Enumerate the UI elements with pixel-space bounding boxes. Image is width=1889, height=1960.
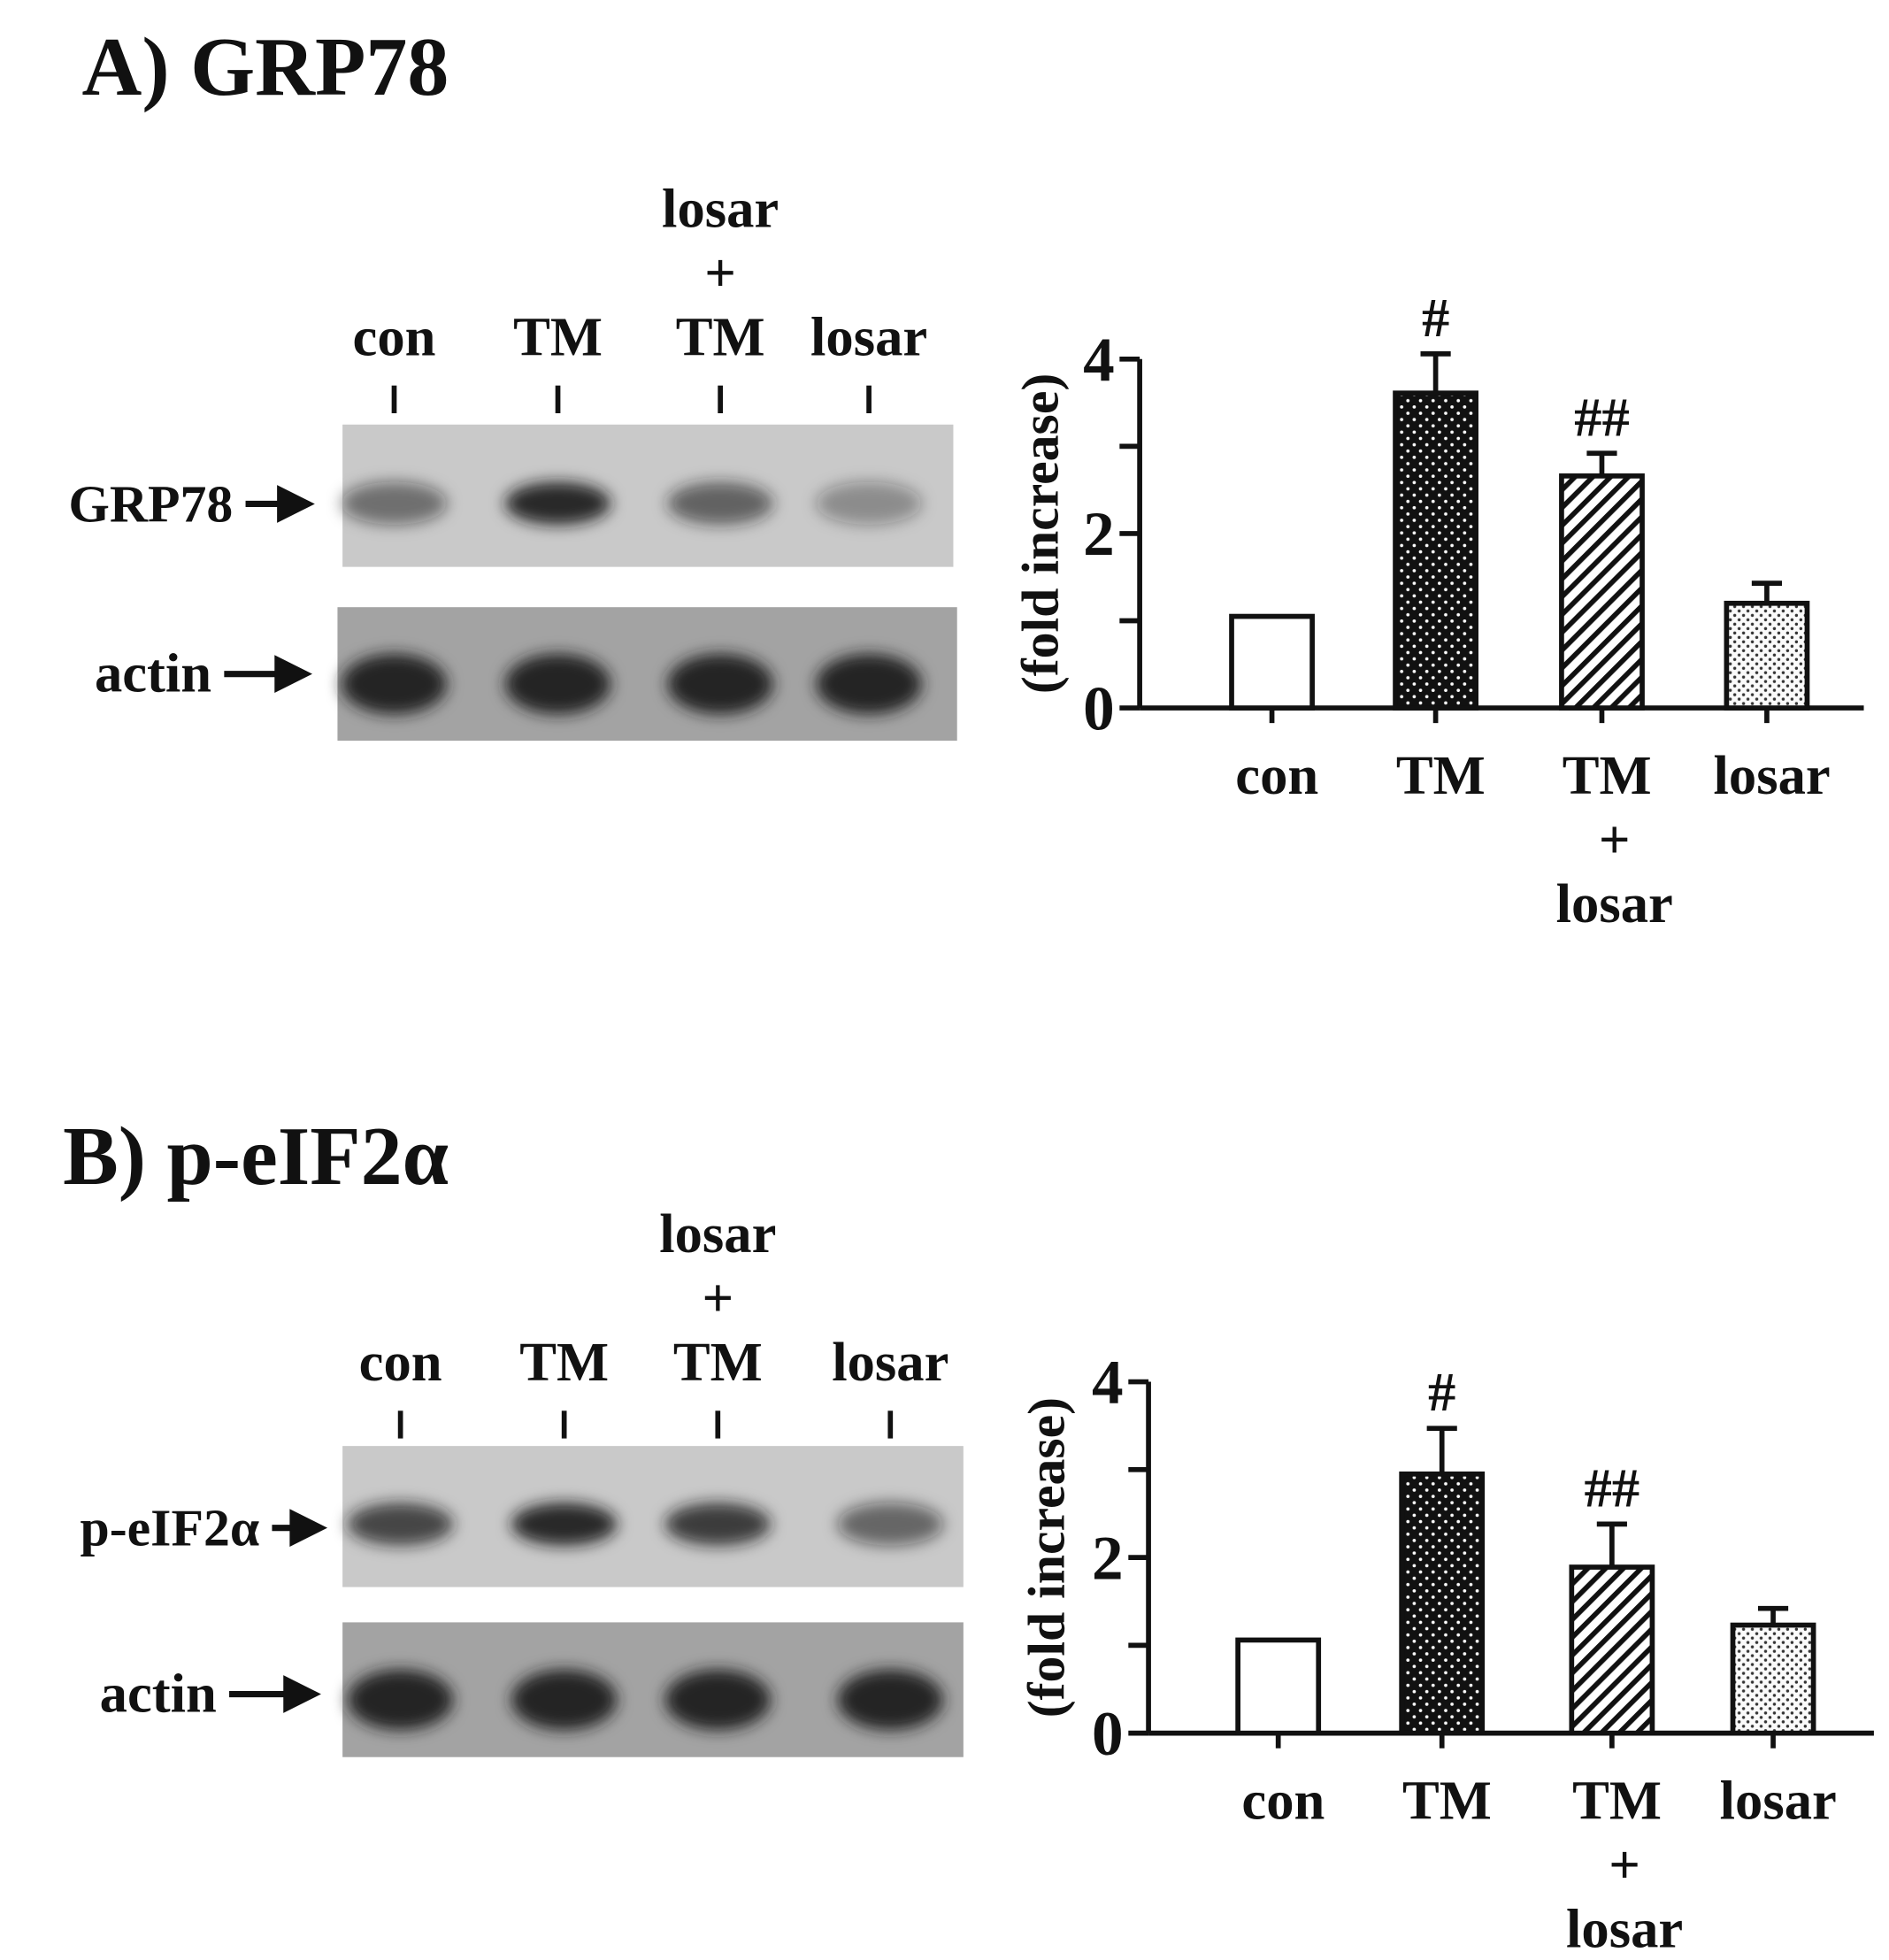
lane-label: + [702, 1267, 733, 1329]
bar [1229, 613, 1315, 711]
lane-label: + [704, 242, 736, 304]
blot-band [667, 653, 773, 715]
x-tick-label: TM [1396, 744, 1486, 806]
error-bar [1586, 450, 1617, 476]
significance-mark: ## [1585, 1457, 1640, 1518]
y-tick-label: 4 [1083, 326, 1115, 395]
bar [1235, 1637, 1322, 1736]
lane-label: losar [662, 177, 779, 239]
blot-band [511, 1503, 618, 1546]
lane-label: TM [676, 306, 765, 368]
band-label: actin [100, 1662, 217, 1724]
lane-label: losar [832, 1331, 948, 1393]
arrow-head [283, 1675, 321, 1713]
y-tick-label: 2 [1092, 1524, 1124, 1593]
error-bar [1757, 1605, 1789, 1626]
x-tick-label: con [1235, 744, 1318, 806]
blot-band [664, 1669, 772, 1731]
lane-label: TM [673, 1331, 763, 1393]
arrow-head [289, 1509, 328, 1547]
panel-title: B) p-eIF2α [63, 1111, 449, 1203]
panel-title: A) GRP78 [82, 21, 449, 113]
y-axis-label: (fold increase) [1011, 373, 1070, 694]
bar [1569, 1564, 1655, 1736]
x-tick-label: TM [1402, 1769, 1492, 1831]
significance-mark: # [1428, 1361, 1455, 1423]
blot-band [511, 1669, 618, 1731]
blot-band [664, 1503, 772, 1546]
blot-band [504, 653, 611, 715]
error-bar [1596, 1521, 1627, 1568]
blot-band [816, 481, 922, 525]
lane-label: losar [810, 306, 927, 368]
bar [1730, 1622, 1816, 1736]
band-label: GRP78 [68, 474, 233, 533]
lane-label: losar [659, 1203, 776, 1264]
x-tick-label: + [1609, 1833, 1640, 1895]
lane-label: con [353, 306, 436, 368]
x-tick-label: losar [1566, 1898, 1683, 1960]
blot-band [341, 481, 448, 525]
significance-mark: ## [1574, 386, 1630, 448]
bar [1724, 600, 1810, 711]
bar [1393, 390, 1478, 711]
x-tick-label: TM [1572, 1769, 1662, 1831]
bar [1399, 1471, 1486, 1736]
x-tick-label: + [1599, 808, 1631, 870]
x-tick-label: TM [1563, 744, 1652, 806]
y-axis-label: (fold increase) [1017, 1397, 1076, 1718]
error-bar [1426, 1426, 1457, 1474]
arrow-head [274, 655, 312, 693]
blot-band [816, 653, 922, 715]
blot-band [504, 481, 611, 525]
y-tick-label: 2 [1083, 500, 1115, 569]
blot-band [837, 1669, 944, 1731]
significance-mark: # [1422, 287, 1449, 349]
lane-label: con [359, 1331, 442, 1393]
band-label: actin [95, 642, 211, 704]
bar [1559, 473, 1645, 711]
arrow-head [277, 485, 315, 523]
x-tick-label: losar [1556, 872, 1673, 934]
error-bar [1751, 580, 1783, 603]
x-tick-label: losar [1720, 1769, 1837, 1831]
blot-band [341, 653, 448, 715]
lane-label: TM [519, 1331, 609, 1393]
blot-band [347, 1503, 454, 1546]
error-bar [1420, 351, 1451, 394]
blot-band [347, 1669, 454, 1731]
x-tick-label: con [1241, 1769, 1325, 1831]
y-tick-label: 0 [1083, 674, 1115, 743]
blot-band [837, 1503, 944, 1546]
y-tick-label: 0 [1092, 1700, 1124, 1769]
y-tick-label: 4 [1092, 1349, 1124, 1418]
band-label: p-eIF2α [81, 1499, 260, 1557]
lane-label: TM [513, 306, 603, 368]
x-tick-label: losar [1714, 744, 1831, 806]
blot-band [667, 481, 773, 525]
